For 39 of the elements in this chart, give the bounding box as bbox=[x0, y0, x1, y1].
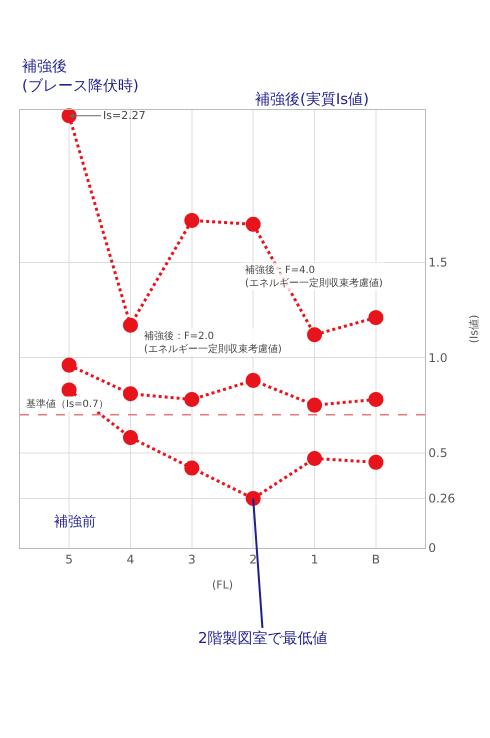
point bbox=[368, 310, 384, 326]
point bbox=[246, 372, 261, 388]
point bbox=[307, 451, 322, 466]
annotation: 2階製図室で最低値 bbox=[198, 629, 328, 647]
annotation: Is=2.27 bbox=[103, 109, 146, 122]
point bbox=[368, 454, 384, 470]
point bbox=[122, 386, 138, 402]
ref-line-label: 基準値（Is=0.7） bbox=[26, 398, 108, 410]
x-tick-label: 1 bbox=[310, 552, 318, 566]
y-tick-label: 0 bbox=[428, 541, 436, 556]
point bbox=[62, 358, 77, 373]
point bbox=[62, 108, 77, 124]
point bbox=[368, 392, 384, 407]
annotation: 補強後：F=2.0 (エネルギー一定則収束考慮値) bbox=[144, 330, 282, 355]
y-tick-label: 0.5 bbox=[428, 446, 448, 460]
point bbox=[246, 490, 261, 506]
x-axis-title: (FL) bbox=[212, 578, 234, 592]
point bbox=[246, 216, 261, 232]
text: 補強後(実質Is値) bbox=[255, 90, 369, 108]
point bbox=[122, 318, 138, 333]
annotation: 補強前 bbox=[54, 514, 96, 530]
x-tick-label: 4 bbox=[126, 552, 134, 566]
y-tick-label: 1.0 bbox=[428, 350, 448, 365]
point bbox=[184, 460, 200, 476]
x-tick-label: 2 bbox=[249, 552, 257, 566]
text: 補強後 (ブレース降伏時) bbox=[22, 57, 139, 94]
point bbox=[184, 212, 200, 228]
point bbox=[307, 327, 322, 342]
y-tick-label: 1.5 bbox=[428, 256, 448, 270]
point bbox=[184, 392, 200, 407]
annotation: 補強後：F=4.0 (エネルギー一定則収束考慮値) bbox=[245, 264, 383, 289]
x-tick-label: 5 bbox=[65, 552, 73, 566]
y-tick-label: 0.26 bbox=[428, 492, 456, 506]
point bbox=[122, 430, 138, 446]
point bbox=[307, 398, 322, 413]
point bbox=[62, 382, 77, 398]
y-axis-title: (Is値) bbox=[467, 314, 480, 344]
x-tick-label: 3 bbox=[188, 552, 196, 566]
x-tick-label: B bbox=[372, 552, 380, 566]
